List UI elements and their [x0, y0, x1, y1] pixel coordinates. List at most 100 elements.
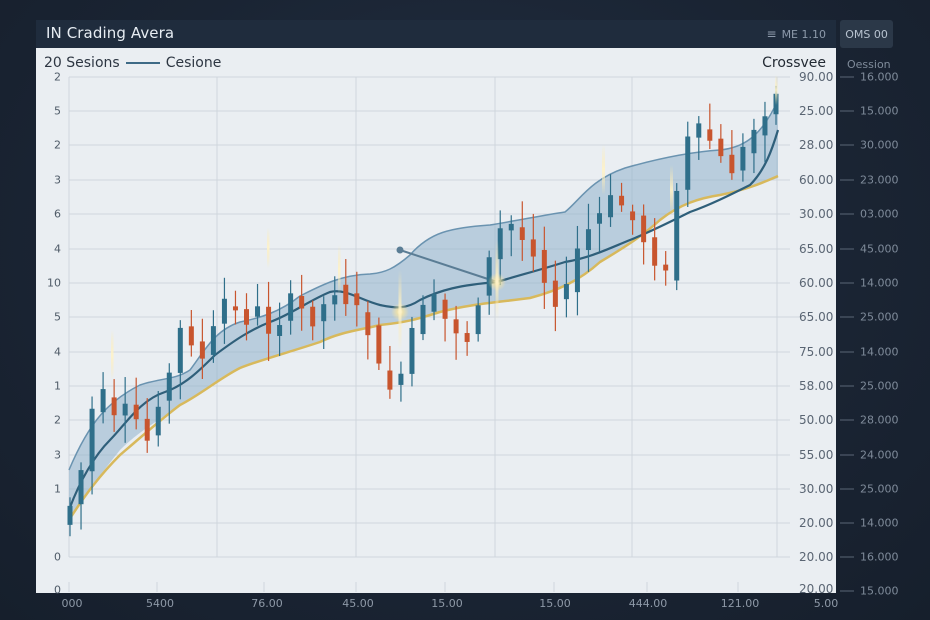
left-tick: 2: [54, 413, 61, 427]
right-tick: 58.00: [799, 379, 834, 393]
right-tick: 30.00: [799, 482, 834, 496]
bullish-candle: [332, 295, 338, 305]
bearish-candle: [464, 333, 470, 342]
lower-band-line: [67, 174, 779, 521]
left-y-axis: 2 5 2 3 6 4 10 5 4 1 2 3 1 0 0: [36, 0, 61, 620]
menu-indicator-label: ME 1.10: [781, 27, 826, 41]
bearish-candle: [310, 306, 316, 327]
right-tick: 25.00: [799, 104, 834, 118]
x-tick: 76.00: [251, 597, 283, 610]
right-y-axis: 90.00 25.00 28.00 60.00 30.00 65.00 60.0…: [799, 0, 835, 620]
bullish-candle: [277, 325, 283, 336]
crossover-glows: [111, 75, 778, 380]
outer-tick: 45.000: [840, 243, 899, 256]
bullish-candle: [685, 136, 691, 190]
outer-tick: 30.000: [840, 139, 899, 152]
chart-legend: 20 Sesions Cesione: [44, 55, 221, 71]
chart-title: IN Crading Avera: [46, 24, 175, 42]
bearish-candle: [619, 195, 625, 206]
left-tick: 3: [54, 448, 61, 462]
bullish-candle: [166, 372, 172, 401]
left-tick: 1: [54, 482, 61, 496]
bullish-candle: [486, 257, 492, 296]
menu-indicator[interactable]: ≡ ME 1.10: [767, 27, 827, 41]
right-tick: 60.00: [799, 173, 834, 187]
bearish-candle: [387, 370, 393, 390]
bearish-candle: [541, 249, 547, 283]
bearish-candle: [343, 284, 349, 305]
bullish-candle: [475, 305, 481, 335]
outer-tick: 25.000: [840, 311, 899, 324]
outer-tick: 15.000: [840, 585, 899, 598]
bullish-candle: [762, 116, 768, 136]
outer-tick: 16.000: [840, 71, 899, 84]
x-tick: 15.00: [539, 597, 571, 610]
bullish-candle: [221, 298, 227, 324]
left-tick: 10: [47, 276, 61, 290]
left-tick: 6: [54, 207, 61, 221]
bearish-candle: [144, 418, 150, 441]
right-tick: 90.00: [799, 70, 834, 84]
right-tick: 20.00: [799, 582, 834, 596]
bearish-candle: [232, 306, 238, 311]
bullish-candle: [288, 293, 294, 321]
bearish-candle: [641, 215, 647, 243]
bullish-candle: [431, 294, 437, 312]
legend-sessions-label: 20 Sesions: [44, 55, 120, 71]
x-tick: 121.00: [720, 597, 760, 610]
bearish-candle: [299, 296, 305, 309]
bullish-candle: [155, 406, 161, 436]
bearish-candle: [519, 227, 525, 240]
bullish-candle: [696, 123, 702, 138]
outer-tick: 25.000: [840, 380, 899, 393]
bullish-candle: [398, 373, 404, 385]
outer-tick: 03.000: [840, 208, 899, 221]
bearish-candle: [244, 309, 249, 325]
outer-tick: 28.000: [840, 414, 899, 427]
left-tick: 1: [54, 379, 61, 393]
band-upper-edge: [68, 99, 779, 471]
bearish-candle: [663, 264, 669, 271]
bullish-candle: [122, 403, 128, 416]
crossover-pointer-line: [399, 249, 498, 283]
left-tick: 4: [54, 345, 61, 359]
left-tick: 3: [54, 173, 61, 187]
bearish-candle: [199, 341, 205, 359]
bearish-candle: [630, 211, 636, 221]
outer-tick: 24.000: [840, 449, 899, 462]
bearish-candle: [354, 293, 360, 306]
bullish-candle: [608, 195, 614, 218]
legend-line-swatch: [125, 62, 160, 64]
outer-tick: 15.000: [840, 105, 899, 118]
right-tick: 28.00: [799, 138, 834, 152]
left-tick: 0: [54, 583, 61, 597]
bearish-candle: [718, 138, 724, 157]
bullish-candle: [67, 505, 73, 525]
right-tick: 75.00: [799, 345, 834, 359]
outer-tick: 14.000: [840, 346, 899, 359]
bearish-candle: [552, 280, 558, 307]
title-bar: IN Crading Avera ≡ ME 1.10: [36, 20, 836, 48]
grid-lines: [68, 76, 800, 592]
right-tick: 30.00: [799, 207, 834, 221]
left-tick: 2: [54, 70, 61, 84]
bullish-candle: [508, 223, 514, 231]
bearish-candle: [530, 239, 536, 257]
menu-icon: ≡: [766, 27, 777, 41]
bearish-candle: [133, 404, 139, 420]
left-tick: 4: [54, 242, 61, 256]
bullish-candle: [751, 129, 757, 154]
x-tick: 444.00: [628, 597, 668, 610]
bullish-candle: [563, 284, 569, 300]
right-tick: 55.00: [799, 448, 834, 462]
oms-button[interactable]: OMS 00: [840, 20, 893, 48]
x-tick: 000: [61, 597, 83, 610]
right-tick: 50.00: [799, 413, 834, 427]
left-tick: 5: [54, 310, 61, 324]
chart-panel: [36, 48, 836, 593]
bearish-candle: [652, 237, 658, 266]
outer-y-axis: 16.000 15.000 30.000 23.000 03.000 45.00…: [840, 0, 930, 620]
bullish-candle: [78, 470, 84, 505]
bearish-candle: [188, 326, 194, 346]
